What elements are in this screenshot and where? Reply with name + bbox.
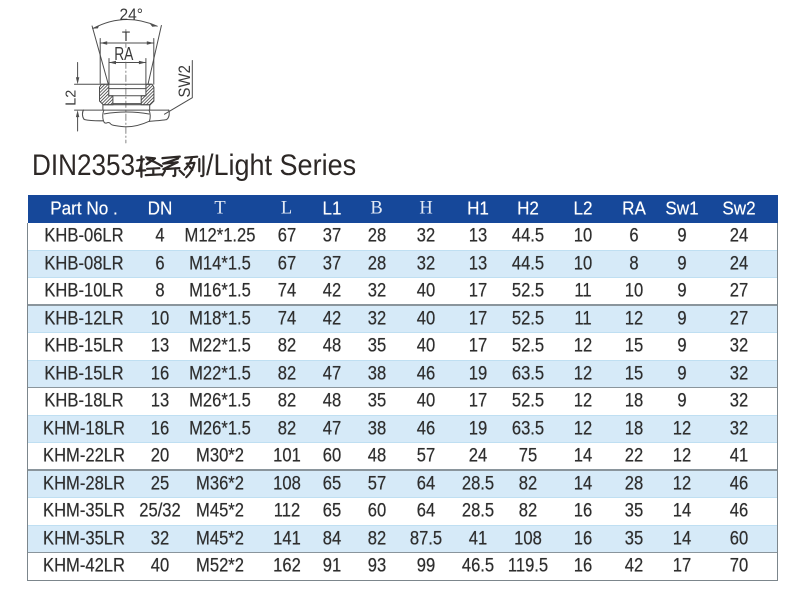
svg-text:24°: 24° xyxy=(119,5,143,24)
svg-text:RA: RA xyxy=(114,44,133,64)
svg-text:T: T xyxy=(122,29,130,44)
svg-text:L2: L2 xyxy=(64,90,80,106)
svg-text:SW2: SW2 xyxy=(176,65,194,97)
